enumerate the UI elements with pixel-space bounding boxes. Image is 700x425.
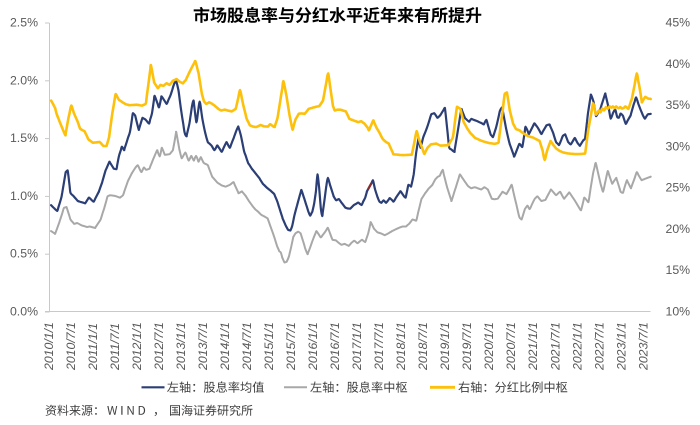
svg-text:2013/7/1: 2013/7/1 <box>196 322 210 371</box>
svg-text:2020/7/1: 2020/7/1 <box>504 322 518 371</box>
svg-text:2010/1/1: 2010/1/1 <box>42 322 56 371</box>
svg-text:2011/7/1: 2011/7/1 <box>108 323 122 371</box>
svg-text:2020/1/1: 2020/1/1 <box>482 322 496 371</box>
svg-text:2019/1/1: 2019/1/1 <box>438 322 452 371</box>
svg-text:40%: 40% <box>666 57 691 71</box>
svg-text:2022/7/1: 2022/7/1 <box>592 322 606 371</box>
svg-text:2014/7/1: 2014/7/1 <box>240 322 254 371</box>
svg-text:0.0%: 0.0% <box>10 305 38 319</box>
svg-text:2012/7/1: 2012/7/1 <box>152 322 166 371</box>
svg-text:2017/7/1: 2017/7/1 <box>372 322 386 371</box>
svg-text:2021/7/1: 2021/7/1 <box>548 322 562 371</box>
svg-text:35%: 35% <box>666 98 691 112</box>
svg-text:1.0%: 1.0% <box>10 189 38 203</box>
svg-text:2016/7/1: 2016/7/1 <box>328 322 342 371</box>
svg-text:2013/1/1: 2013/1/1 <box>174 322 188 371</box>
svg-text:1.5%: 1.5% <box>10 131 38 145</box>
svg-text:2019/7/1: 2019/7/1 <box>460 322 474 371</box>
svg-text:30%: 30% <box>666 139 691 153</box>
svg-text:2021/1/1: 2021/1/1 <box>526 322 540 371</box>
svg-text:2023/7/1: 2023/7/1 <box>636 322 650 371</box>
svg-text:2018/7/1: 2018/7/1 <box>416 322 430 371</box>
svg-text:2016/1/1: 2016/1/1 <box>306 322 320 371</box>
svg-text:2017/1/1: 2017/1/1 <box>350 322 364 371</box>
svg-text:2012/1/1: 2012/1/1 <box>130 322 144 371</box>
svg-text:2022/1/1: 2022/1/1 <box>570 322 584 371</box>
svg-text:2014/1/1: 2014/1/1 <box>218 322 232 371</box>
svg-text:2011/1/1: 2011/1/1 <box>86 323 100 371</box>
svg-text:10%: 10% <box>666 305 691 319</box>
svg-text:2.0%: 2.0% <box>10 73 38 87</box>
svg-text:15%: 15% <box>666 263 691 277</box>
svg-text:2.5%: 2.5% <box>10 16 38 30</box>
svg-text:2018/1/1: 2018/1/1 <box>394 322 408 371</box>
svg-text:0.5%: 0.5% <box>10 247 38 261</box>
svg-text:2015/7/1: 2015/7/1 <box>284 322 298 371</box>
svg-text:2015/1/1: 2015/1/1 <box>262 322 276 371</box>
svg-text:2023/1/1: 2023/1/1 <box>614 322 628 371</box>
svg-text:2010/7/1: 2010/7/1 <box>64 322 78 371</box>
svg-text:20%: 20% <box>666 222 691 236</box>
svg-text:25%: 25% <box>666 181 691 195</box>
svg-text:45%: 45% <box>666 16 691 30</box>
